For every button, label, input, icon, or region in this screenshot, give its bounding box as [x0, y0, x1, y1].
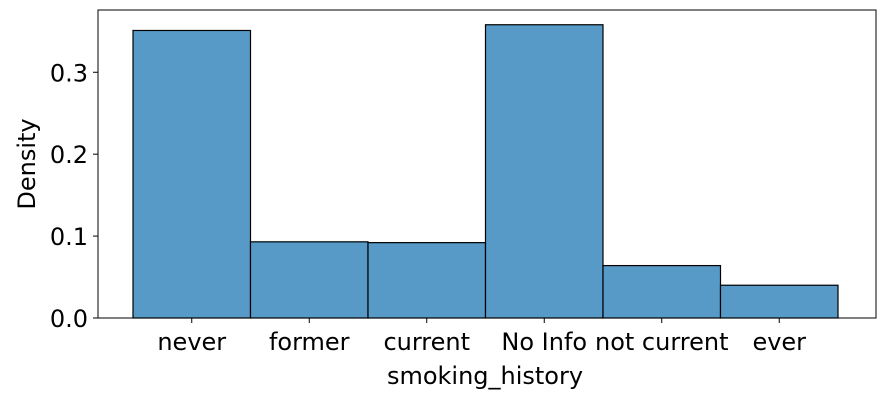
x-axis-ticks: never former current No Info not current ever: [157, 318, 806, 356]
bars-layer: [132, 24, 839, 319]
axes-layer: [97, 9, 877, 319]
x-tick-label: current: [383, 328, 470, 356]
y-axis-ticks: 0.0 0.1 0.2 0.3: [50, 59, 98, 333]
x-axis-label: smoking_history: [387, 362, 583, 390]
x-tick-label: ever: [752, 328, 806, 356]
x-tick-label: not current: [595, 328, 729, 356]
plot-frame: [97, 9, 877, 319]
bar-former: [249, 241, 369, 319]
y-tick-label: 0.0: [50, 305, 88, 333]
x-tick-label: never: [157, 328, 226, 356]
bar-never: [132, 29, 252, 319]
x-tick-label: No Info: [501, 328, 587, 356]
x-tick-label: former: [269, 328, 350, 356]
y-tick-label: 0.2: [50, 141, 88, 169]
y-axis-label: Density: [13, 118, 41, 209]
bar-current: [367, 242, 487, 319]
y-tick-label: 0.1: [50, 223, 88, 251]
y-tick-label: 0.3: [50, 59, 88, 87]
bar-not-current: [602, 264, 722, 319]
bar-no-info: [484, 24, 604, 319]
bar-ever: [719, 284, 839, 319]
